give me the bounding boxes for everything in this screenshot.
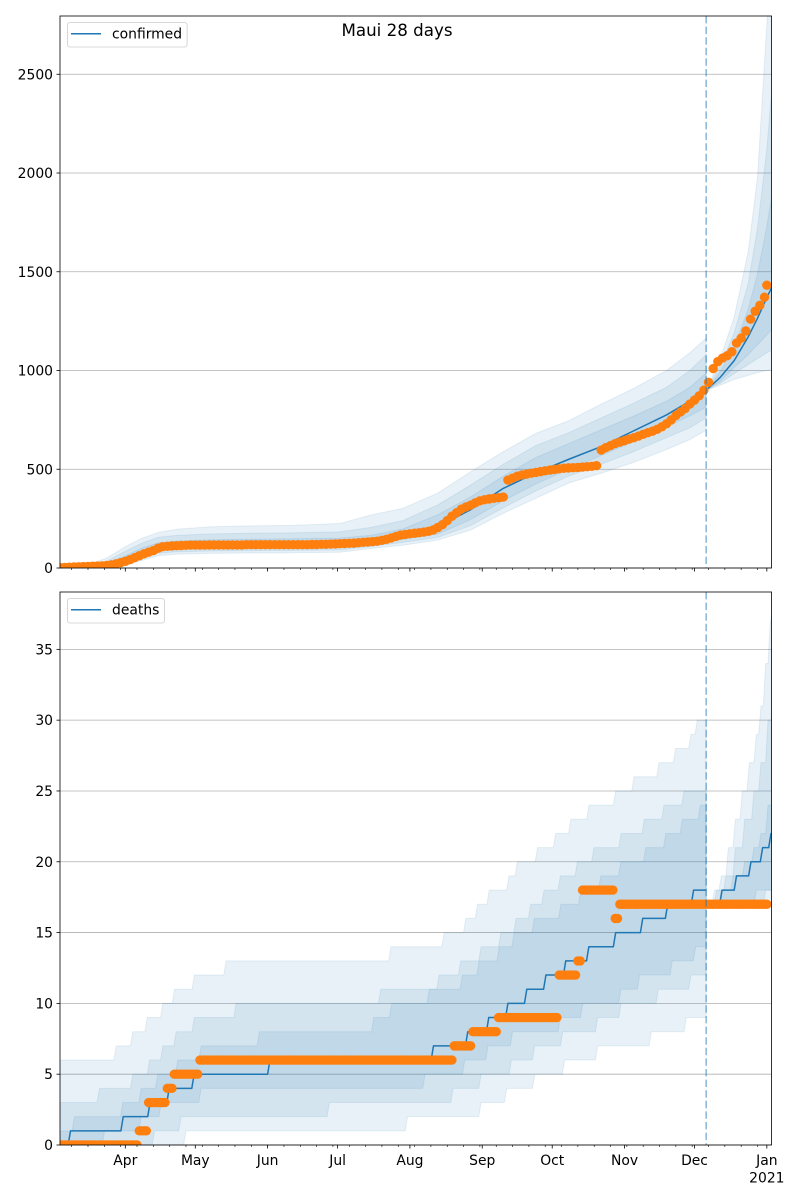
x-tick-label: Jan — [755, 1153, 777, 1169]
y-tick-label: 25 — [35, 784, 53, 800]
confirmed-forecast-band-outer — [705, 16, 772, 392]
observed-point — [160, 1097, 170, 1108]
y-tick-label: 0 — [44, 561, 53, 577]
confirmed-fit-band-middle — [60, 353, 707, 568]
figure-title: Maui 28 days — [341, 20, 452, 40]
observed-point — [741, 326, 751, 336]
legend-box — [67, 22, 188, 48]
observed-point — [703, 377, 714, 388]
deaths-forecast-band-middle — [706, 714, 772, 905]
observed-point — [447, 1055, 457, 1065]
y-tick-label: 500 — [26, 462, 53, 478]
observed-point — [570, 970, 581, 980]
observed-point — [608, 885, 618, 895]
observed-point — [612, 913, 623, 924]
x-tick-label: Oct — [540, 1153, 565, 1169]
legend-label: deaths — [112, 603, 159, 619]
y-tick-label: 1000 — [18, 364, 53, 380]
observed-point — [727, 347, 737, 357]
observed-point — [575, 956, 585, 966]
deaths-panel: 0 5 10 15 20 25 30 35 Apr May Jun Jul Aug Sep Oct Nov De… — [35, 591, 785, 1187]
y-tick-label: 10 — [35, 996, 53, 1012]
observed-point — [192, 1069, 203, 1079]
y-tick-label: 15 — [35, 926, 53, 942]
deaths-observed-series — [60, 885, 772, 1145]
confirmed-panel: 0 500 1000 1500 2000 2500 confirmed — [18, 15, 772, 577]
observed-point — [132, 1140, 142, 1145]
observed-point — [759, 292, 770, 302]
y-tick-label: 2000 — [18, 166, 53, 182]
y-tick-label: 20 — [35, 855, 53, 871]
observed-point — [736, 333, 746, 343]
confirmed-plot-area — [60, 16, 772, 568]
x-tick-label: Nov — [611, 1153, 638, 1169]
y-tick-label: 30 — [35, 713, 53, 729]
deaths-plot-area — [60, 609, 772, 1145]
x-tick-label: Apr — [113, 1153, 137, 1169]
x-tick-label: Sep — [469, 1153, 495, 1169]
y-tick-label: 1500 — [18, 265, 53, 281]
x-tick-label: Jun — [256, 1153, 279, 1169]
legend-label: confirmed — [112, 27, 182, 43]
y-tick-label: 5 — [44, 1067, 53, 1083]
observed-point — [167, 1083, 177, 1094]
confirmed-axes-frame — [59, 15, 772, 569]
y-tick-label: 35 — [35, 642, 53, 658]
x-tick-label: Dec — [681, 1153, 708, 1169]
observed-point — [552, 1012, 562, 1023]
deaths-forecast-band-outer — [706, 609, 772, 905]
observed-point — [755, 300, 765, 311]
observed-point — [591, 461, 602, 471]
observed-point — [745, 314, 756, 324]
confirmed-legend: confirmed — [67, 22, 188, 48]
observed-point — [498, 492, 508, 502]
deaths-axes-frame — [59, 591, 772, 1146]
deaths-fit-band-outer — [60, 719, 707, 1145]
observed-point — [762, 899, 772, 909]
y-tick-label: 0 — [44, 1138, 53, 1154]
x-tick-label: Aug — [396, 1153, 423, 1169]
observed-point — [762, 280, 772, 290]
observed-point — [141, 1126, 152, 1136]
legend-box — [67, 598, 165, 624]
x-tick-sublabel: 2021 — [749, 1171, 784, 1187]
y-tick-label: 2500 — [18, 67, 53, 83]
observed-point — [465, 1041, 476, 1051]
confirmed-observed-series — [60, 280, 772, 568]
x-tick-label: Jul — [328, 1153, 346, 1169]
observed-point — [699, 385, 709, 395]
observed-point — [491, 1027, 501, 1037]
observed-point — [708, 363, 718, 374]
deaths-forecast-median-line — [706, 832, 772, 906]
deaths-legend: deaths — [67, 598, 165, 624]
x-tick-label: May — [181, 1153, 210, 1169]
